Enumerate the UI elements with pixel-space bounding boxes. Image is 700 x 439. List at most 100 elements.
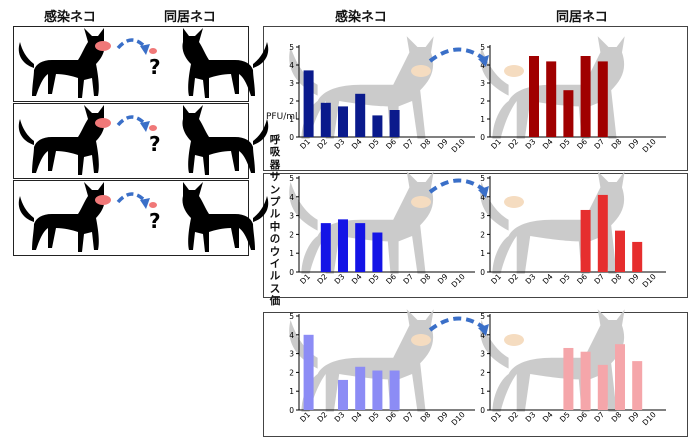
y-tick-label: 1: [289, 387, 294, 396]
sneeze-droplet-icon: [95, 195, 111, 205]
unit-label: PFU/ml: [266, 112, 298, 122]
x-tick-label: D2: [506, 137, 520, 151]
bar-D4: [355, 366, 366, 410]
transmission-arrow-head-icon: [478, 55, 489, 67]
y-tick-label: 0: [289, 268, 294, 277]
header-right-cohabiting: 同居ネコ: [556, 10, 608, 25]
y-tick-label: 5: [480, 312, 485, 321]
bar-D6: [389, 370, 400, 410]
x-tick-label: D3: [524, 410, 538, 424]
y-tick-label: 2: [480, 230, 485, 239]
x-tick-label: D10: [641, 410, 658, 427]
x-tick-label: D5: [367, 137, 381, 151]
x-tick-label: D2: [315, 272, 329, 286]
bar-D9: [632, 241, 643, 272]
x-tick-label: D7: [401, 272, 415, 286]
y-tick-label: 4: [480, 61, 485, 70]
x-tick-label: D7: [401, 410, 415, 424]
x-tick-label: D3: [333, 272, 347, 286]
x-tick-label: D7: [592, 410, 606, 424]
bar-D3: [338, 106, 348, 137]
x-tick-label: D6: [384, 272, 398, 286]
x-tick-label: D5: [558, 137, 572, 151]
y-tick-label: 3: [480, 212, 485, 221]
x-tick-label: D10: [450, 272, 467, 289]
chart-row1-infected: 0 1 2 3 4 5 D1 D2 D3 D4 D5 D6 D7 D8 D9 D10: [289, 36, 475, 154]
y-tick-label: 0: [289, 406, 294, 415]
y-tick-label: 4: [289, 193, 294, 202]
y-tick-label: 3: [480, 79, 485, 88]
x-tick-label: D10: [450, 410, 467, 427]
scenario-2: ?: [18, 105, 269, 175]
question-mark-icon: ?: [149, 209, 161, 233]
virus-droplet-icon: [411, 196, 431, 208]
chart-row3-cohabiting: 0 1 2 3 4 5 D1 D2 D3 D4 D5 D6 D7 D8 D9 D10: [480, 309, 666, 427]
x-tick-label: D8: [419, 410, 433, 424]
x-tick-label: D4: [350, 137, 364, 151]
x-tick-label: D8: [419, 137, 433, 151]
arrow-head-icon: [140, 198, 150, 209]
scenario-1: ?: [18, 28, 269, 98]
y-tick-label: 1: [480, 249, 485, 258]
infected-cat-icon: [18, 182, 105, 252]
y-tick-label: 0: [480, 133, 485, 142]
x-tick-label: D10: [641, 137, 658, 154]
left-illustration: ???: [18, 28, 269, 252]
x-tick-label: D3: [524, 137, 538, 151]
infected-cat-icon: [18, 105, 105, 175]
y-tick-label: 5: [480, 43, 485, 52]
bar-D8: [615, 230, 625, 272]
droplet-small-icon: [149, 125, 157, 131]
y-tick-label: 4: [289, 61, 294, 70]
x-tick-label: D7: [401, 137, 415, 151]
transmission-arrow-icon: [428, 178, 486, 194]
x-tick-label: D8: [610, 137, 624, 151]
y-tick-label: 2: [480, 97, 485, 106]
bar-D6: [389, 110, 400, 137]
bar-D6: [580, 209, 591, 272]
x-tick-label: D4: [350, 410, 364, 424]
x-tick-label: D7: [592, 137, 606, 151]
arrow-head-icon: [140, 121, 150, 132]
bar-D5: [372, 232, 383, 272]
x-tick-label: D3: [333, 410, 347, 424]
x-tick-label: D3: [524, 272, 538, 286]
infected-cat-icon: [18, 28, 105, 98]
x-tick-label: D4: [541, 410, 555, 424]
x-tick-label: D9: [436, 410, 450, 424]
x-tick-label: D8: [419, 272, 433, 286]
bar-D6: [580, 351, 591, 410]
x-tick-label: D9: [627, 137, 641, 151]
bar-D7: [597, 364, 608, 410]
chart-row2-cohabiting: 0 1 2 3 4 5 D1 D2 D3 D4 D5 D6 D7 D8 D9 D10: [480, 171, 666, 289]
sneeze-droplet-icon: [95, 118, 111, 128]
transmission-arrow-icon: [428, 316, 486, 332]
x-tick-label: D1: [298, 272, 312, 286]
bar-D2: [320, 223, 331, 272]
chart-row1-cohabiting: 0 1 2 3 4 5 D1 D2 D3 D4 D5 D6 D7 D8 D9 D10: [480, 36, 666, 154]
virus-droplet-icon: [504, 65, 524, 77]
x-tick-label: D1: [489, 272, 503, 286]
header-right-infected: 感染ネコ: [335, 10, 387, 25]
bar-D5: [563, 90, 574, 137]
bar-D2: [320, 102, 331, 137]
y-tick-label: 4: [289, 331, 294, 340]
x-tick-label: D1: [298, 410, 312, 424]
x-tick-label: D6: [575, 410, 589, 424]
bar-D4: [546, 61, 557, 137]
curved-arrow-icon: [116, 192, 148, 204]
virus-droplet-icon: [411, 65, 431, 77]
y-tick-label: 3: [289, 79, 294, 88]
x-tick-label: D1: [298, 137, 312, 151]
curved-arrow-icon: [116, 38, 148, 50]
bar-D3: [338, 379, 348, 410]
virus-droplet-icon: [504, 334, 524, 346]
bar-D3: [529, 56, 539, 137]
x-tick-label: D2: [506, 272, 520, 286]
x-tick-label: D6: [575, 272, 589, 286]
bar-D4: [355, 223, 366, 272]
x-tick-label: D7: [592, 272, 606, 286]
question-mark-icon: ?: [149, 55, 161, 79]
bar-D1: [303, 70, 314, 137]
